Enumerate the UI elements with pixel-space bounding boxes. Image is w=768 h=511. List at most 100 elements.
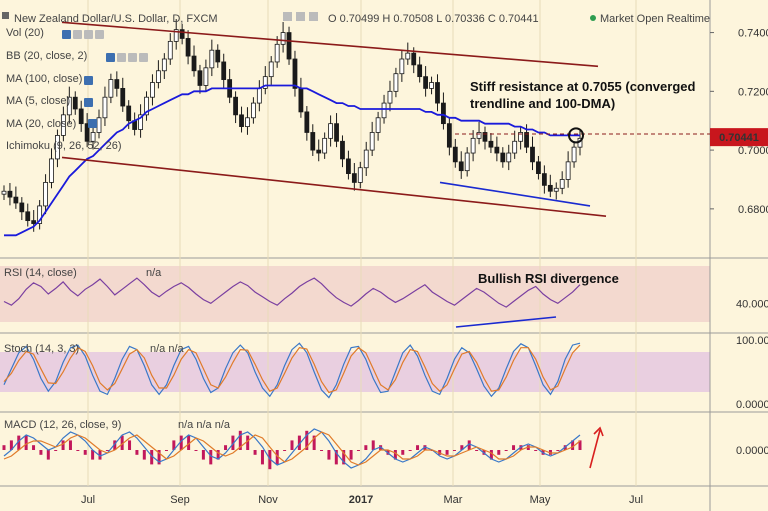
candle-up xyxy=(405,52,411,60)
candle-up xyxy=(322,137,328,154)
macd-histogram-bar xyxy=(475,450,479,451)
macd-histogram-bar xyxy=(460,445,464,450)
macd-arrow-head xyxy=(593,426,604,437)
candle-up xyxy=(476,132,482,139)
candle-down xyxy=(423,76,429,89)
candle-up xyxy=(512,140,518,154)
candle-up xyxy=(55,135,60,160)
candle-down xyxy=(120,87,126,107)
candle-up xyxy=(375,117,381,133)
macd-histogram-bar xyxy=(260,450,264,465)
macd-histogram-bar xyxy=(283,450,287,451)
highlight-circle xyxy=(568,127,584,144)
candle-up xyxy=(256,87,262,104)
indicator-control-icon[interactable] xyxy=(84,30,93,39)
macd-histogram-bar xyxy=(68,440,72,450)
candle-up xyxy=(553,187,559,192)
candle-down xyxy=(435,82,440,104)
candle-down xyxy=(221,61,227,80)
macd-histogram-bar xyxy=(17,435,21,450)
macd-histogram-bar xyxy=(275,450,279,465)
indicator-settings-icon[interactable] xyxy=(84,76,93,85)
macd-histogram-bar xyxy=(128,440,132,450)
indicator-control-icon[interactable] xyxy=(128,53,137,62)
close-icon[interactable] xyxy=(309,12,318,21)
macd-histogram-bar xyxy=(39,450,43,455)
macd-histogram-bar xyxy=(534,450,538,451)
macd-histogram-bar xyxy=(46,450,50,460)
macd-title: MACD (12, 26, close, 9) xyxy=(4,419,121,431)
macd-histogram-bar xyxy=(135,450,139,455)
macd-histogram-bar xyxy=(164,450,168,451)
candle-down xyxy=(233,96,238,116)
candle-down xyxy=(197,70,203,86)
candle-down xyxy=(541,173,547,186)
candle-up xyxy=(90,132,96,142)
candle-down xyxy=(25,211,31,222)
candle-down xyxy=(536,161,541,175)
candle-up xyxy=(60,114,66,136)
indicator-settings-icon[interactable] xyxy=(88,119,97,128)
candle-down xyxy=(7,190,13,198)
candle-down xyxy=(500,152,506,163)
macd-histogram-bar xyxy=(556,450,560,451)
indicator-settings-icon[interactable] xyxy=(84,98,93,107)
macd-histogram-bar xyxy=(246,435,250,450)
candle-down xyxy=(239,114,244,127)
candle-up xyxy=(369,132,375,151)
indicator-control-icon[interactable] xyxy=(139,53,148,62)
candle-up xyxy=(102,96,108,119)
candle-down xyxy=(72,96,78,110)
candle-up xyxy=(49,158,54,183)
candle-down xyxy=(346,158,351,175)
indicator-ichimoku: Ichimoku (9, 26, 52, 26) xyxy=(6,140,122,152)
candle-down xyxy=(446,123,452,148)
candle-up xyxy=(96,117,102,133)
candle-down xyxy=(452,146,458,163)
macd-histogram-bar xyxy=(497,450,501,455)
candle-up xyxy=(387,90,393,104)
rsi-annotation: Bullish RSI divergence xyxy=(478,271,619,286)
candle-up xyxy=(155,70,161,83)
indicator-control-icon[interactable] xyxy=(62,30,71,39)
indicator-control-icon[interactable] xyxy=(117,53,126,62)
chart-title: New Zealand Dollar/U.S. Dollar, D, FXCM xyxy=(14,13,218,25)
candle-down xyxy=(179,29,185,39)
candle-up xyxy=(161,58,167,72)
settings-icon[interactable] xyxy=(296,12,305,21)
x-tick-label: May xyxy=(530,494,551,506)
candle-up xyxy=(464,152,470,172)
macd-series-0 xyxy=(3,428,581,469)
indicator-control-icon[interactable] xyxy=(95,30,104,39)
candle-down xyxy=(84,123,90,142)
chevron-down-icon[interactable] xyxy=(283,12,292,21)
macd-series-1 xyxy=(3,431,581,466)
candle-down xyxy=(458,161,464,172)
indicator-ma5: MA (5, close) xyxy=(6,95,70,107)
indicator-vol: Vol (20) xyxy=(6,27,44,39)
stoch-series-1 xyxy=(3,344,581,394)
indicator-control-icon[interactable] xyxy=(106,53,115,62)
macd-histogram-bar xyxy=(24,435,28,450)
candle-up xyxy=(150,82,155,98)
indicator-control-icon[interactable] xyxy=(73,30,82,39)
macd-arrow xyxy=(589,429,601,469)
macd-histogram-bar xyxy=(91,450,95,460)
collapse-toggle[interactable] xyxy=(2,12,9,19)
macd-histogram-bar xyxy=(76,450,80,451)
candle-up xyxy=(399,58,405,75)
lower-trendline xyxy=(61,156,607,218)
candle-down xyxy=(316,149,322,154)
macd-histogram-bar xyxy=(142,450,146,460)
candle-up xyxy=(209,49,215,69)
candle-up xyxy=(571,146,577,163)
candle-up xyxy=(173,29,179,42)
macd-histogram-bar xyxy=(401,450,405,455)
stoch-title: Stoch (14, 3, 3) xyxy=(4,343,79,355)
macd-histogram-bar xyxy=(512,445,516,450)
candle-up xyxy=(429,82,434,89)
candle-down xyxy=(286,32,292,60)
macd-histogram-bar xyxy=(320,450,324,451)
macd-histogram-bar xyxy=(113,440,117,450)
